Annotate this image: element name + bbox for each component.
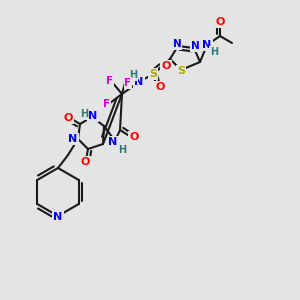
Text: N: N [108, 137, 118, 147]
Text: S: S [177, 66, 185, 76]
Text: H: H [129, 70, 137, 80]
Text: O: O [80, 157, 90, 167]
Text: N: N [53, 212, 63, 222]
Text: F: F [106, 76, 114, 86]
Text: O: O [63, 113, 73, 123]
Text: H: H [80, 109, 88, 119]
Text: N: N [68, 134, 78, 144]
Text: O: O [129, 132, 139, 142]
Text: H: H [118, 145, 126, 155]
Text: N: N [190, 41, 200, 51]
Text: S: S [149, 69, 157, 79]
Text: O: O [155, 82, 165, 92]
Text: N: N [172, 39, 182, 49]
Text: H: H [210, 47, 218, 57]
Text: F: F [103, 99, 111, 109]
Text: F: F [124, 78, 132, 88]
Text: O: O [215, 17, 225, 27]
Text: N: N [202, 40, 211, 50]
Text: N: N [134, 77, 144, 87]
Text: N: N [88, 111, 98, 121]
Text: O: O [161, 61, 171, 71]
